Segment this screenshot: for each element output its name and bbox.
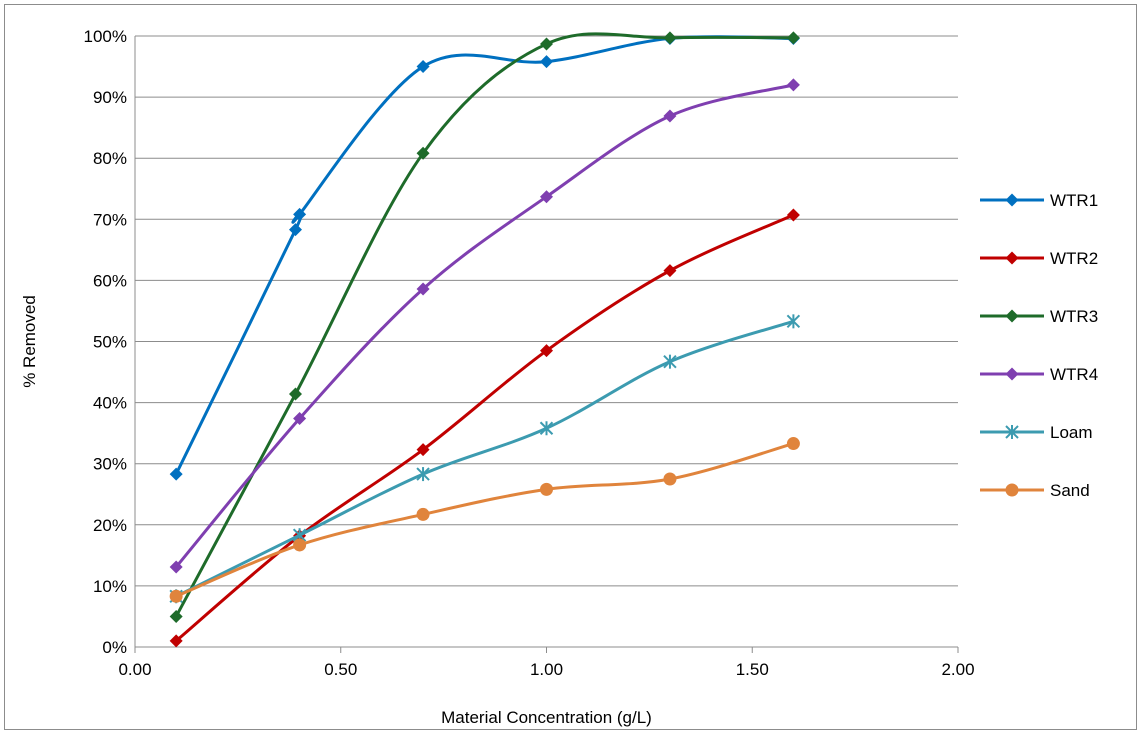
data-point [169, 589, 183, 603]
legend-label: WTR1 [1050, 191, 1098, 210]
x-tick-label: 1.50 [736, 660, 769, 679]
legend-marker [1005, 251, 1019, 265]
data-point [663, 31, 677, 45]
y-tick-label: 70% [93, 210, 127, 229]
gridlines [135, 35, 958, 587]
y-tick-label: 60% [93, 271, 127, 290]
data-point [786, 314, 801, 329]
legend-item-sand: Sand [980, 481, 1090, 500]
data-point [539, 421, 554, 436]
data-point [786, 78, 800, 92]
legend-label: WTR2 [1050, 249, 1098, 268]
legend-item-wtr3: WTR3 [980, 307, 1098, 326]
x-tick-label: 2.00 [941, 660, 974, 679]
data-point [416, 282, 430, 296]
series-loam [169, 314, 801, 604]
data-point [663, 264, 677, 278]
data-point [786, 31, 800, 45]
y-tick-label: 0% [102, 638, 127, 657]
legend-marker [1005, 483, 1019, 497]
data-point [169, 634, 183, 648]
chart-svg: 0%10%20%30%40%50%60%70%80%90%100% 0.00 0.… [20, 27, 1098, 727]
data-point [663, 354, 677, 369]
data-point [288, 223, 302, 237]
data-point [786, 208, 800, 222]
series-wtr3 [169, 31, 800, 623]
data-point [540, 482, 553, 496]
chart-frame: 0% 10% 20% 30% 40% 50% 60% 70% 80% 90% 100% 0.00 0.… [4, 4, 1137, 730]
series-line [175, 319, 794, 598]
y-tick-labels: 0% 10% 20% 30% 40% 50% 60% 70% 80% 90% 100% [84, 27, 127, 657]
legend-item-wtr1: WTR1 [980, 191, 1098, 210]
data-point [416, 146, 430, 160]
data-point [663, 109, 677, 123]
series-wtr1 [169, 31, 800, 481]
series-line [175, 442, 794, 598]
y-tick-label: 30% [93, 455, 127, 474]
data-point [540, 344, 553, 358]
data-point [293, 538, 307, 552]
legend-label: WTR3 [1050, 307, 1098, 326]
y-tick-label: 100% [84, 27, 127, 46]
data-point [416, 507, 430, 521]
data-point [288, 387, 302, 401]
data-point [416, 467, 430, 482]
x-tick-label: 1.00 [530, 660, 563, 679]
series-sand [169, 437, 800, 603]
y-tick-label: 10% [93, 577, 127, 596]
legend-marker [1005, 367, 1019, 381]
series-line [174, 32, 794, 618]
data-point [540, 55, 553, 69]
data-point [540, 190, 553, 204]
series-layer [169, 31, 801, 648]
data-point [540, 37, 553, 51]
data-point [169, 609, 183, 623]
legend-label: Sand [1050, 481, 1090, 500]
data-point [169, 467, 183, 481]
x-tick-labels: 0.00 0.50 1.00 1.50 2.00 [118, 660, 974, 679]
series-wtr2 [169, 208, 800, 648]
y-tick-label: 50% [93, 333, 127, 352]
legend-marker [1005, 309, 1019, 323]
x-tick-label: 0.00 [118, 660, 151, 679]
x-axis-title: Material Concentration (g/L) [441, 708, 652, 727]
legend-item-wtr4: WTR4 [980, 365, 1098, 384]
legend: WTR1 WTR2 WTR3 WTR4 Loam Sand [980, 191, 1098, 500]
x-tick-label: 0.50 [324, 660, 357, 679]
series-line [175, 213, 795, 643]
data-point [786, 437, 800, 451]
legend-marker [1005, 193, 1019, 207]
data-point [416, 443, 430, 457]
series-line [174, 83, 794, 568]
y-tick-label: 80% [93, 149, 127, 168]
y-tick-label: 20% [93, 516, 127, 535]
legend-item-wtr2: WTR2 [980, 249, 1098, 268]
data-point [293, 411, 307, 425]
y-tick-label: 40% [93, 394, 127, 413]
axes [134, 36, 959, 653]
legend-item-loam: Loam [980, 423, 1093, 442]
data-point [169, 560, 183, 574]
legend-marker [1005, 425, 1019, 439]
legend-label: Loam [1050, 423, 1093, 442]
series-wtr4 [169, 78, 800, 574]
y-tick-label: 90% [93, 88, 127, 107]
data-point [293, 207, 307, 221]
legend-label: WTR4 [1050, 365, 1098, 384]
data-point [416, 60, 430, 74]
y-axis-title: % Removed [20, 295, 39, 388]
data-point [663, 472, 677, 486]
